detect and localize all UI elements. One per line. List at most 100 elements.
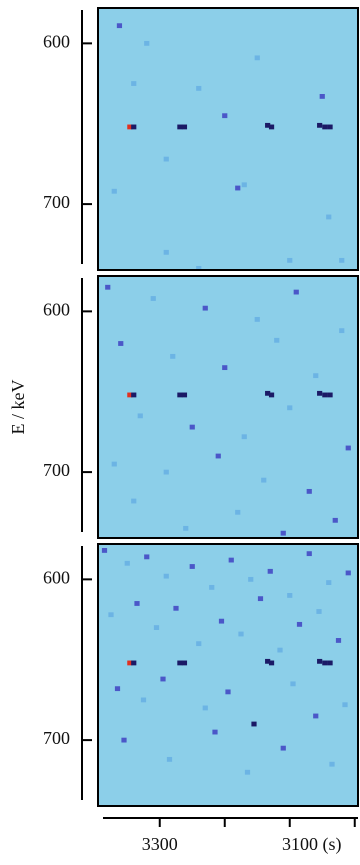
heatmap-cell [238, 631, 244, 637]
heatmap-cell [131, 498, 137, 504]
heatmap-cell [251, 721, 257, 727]
heatmap-cell [317, 658, 323, 664]
heatmap-cell [254, 316, 260, 322]
heatmap-cell [287, 405, 293, 411]
heatmap-cell [241, 434, 247, 440]
heatmap-cell [196, 85, 202, 91]
heatmap-cell [332, 517, 338, 523]
heatmap-cell [153, 625, 160, 630]
heatmap-cell [306, 488, 312, 494]
heatmap-cell [280, 745, 286, 751]
heatmap-cell [327, 124, 333, 130]
heatmap-cell [345, 445, 351, 451]
heatmap-cell [181, 660, 188, 666]
panel-frame [97, 7, 359, 271]
heatmap-background [98, 276, 358, 538]
heatmap-cell [189, 424, 195, 430]
heatmap-cell [222, 365, 228, 371]
heatmap-cell [196, 265, 202, 271]
heatmap-cell [322, 660, 328, 666]
heatmap-cell [257, 596, 264, 602]
heatmap-cell [327, 392, 333, 398]
heatmap-cell [319, 93, 325, 99]
heatmap-cell [268, 660, 275, 666]
heatmap-cell [163, 156, 169, 162]
heatmap-cell [267, 568, 273, 574]
heatmap-cell [235, 185, 241, 191]
heatmap-cell [177, 392, 183, 398]
heatmap-cell [317, 122, 323, 128]
heatmap-cell [326, 580, 332, 585]
heatmap-cell [235, 509, 241, 515]
heatmap-cell [127, 660, 133, 666]
y-tick-label: 600 [43, 299, 70, 319]
heatmap-cell [101, 548, 108, 553]
heatmap-cell [326, 214, 332, 220]
heatmap-cell [254, 55, 260, 61]
panel-frame [97, 543, 359, 807]
heatmap-cell [280, 530, 286, 536]
heatmap-cell [108, 612, 114, 618]
x-tick-label: 3300 [142, 834, 178, 854]
heatmap-cell [317, 390, 323, 396]
y-tick-label: 700 [43, 728, 70, 748]
heatmap-cell [202, 305, 208, 311]
heatmap-cell [114, 686, 121, 692]
heatmap-cell [163, 469, 169, 475]
heatmap-cell [339, 257, 345, 263]
heatmap-cell [313, 713, 319, 719]
heatmap-cell [160, 676, 166, 682]
heatmap-cell [313, 373, 319, 379]
heatmap-cell [111, 188, 117, 194]
heatmap-cell [248, 576, 254, 582]
heatmap-background [98, 8, 358, 270]
heatmap-cell [287, 593, 293, 598]
heatmap-cell [265, 390, 271, 396]
heatmap-cell [244, 769, 251, 775]
heatmap-cell [296, 621, 303, 627]
heatmap-cell [290, 681, 296, 687]
heatmap-cell [131, 660, 137, 666]
heatmap-cell [228, 557, 234, 563]
heatmap-cell [339, 328, 345, 334]
y-tick-label: 700 [43, 192, 70, 212]
heatmap-cell [218, 618, 225, 624]
heatmap-cell [177, 660, 183, 666]
heatmap-cell [277, 647, 283, 653]
heatmap-cell [222, 113, 228, 119]
heatmap-cell [127, 392, 133, 398]
heatmap-cell [335, 638, 342, 643]
heatmap-cell [287, 257, 293, 263]
heatmap-background [98, 544, 358, 806]
heatmap-cell [209, 584, 215, 590]
y-axis-label: E / keV [8, 380, 28, 435]
heatmap-cell [181, 124, 188, 130]
heatmap-cell [111, 461, 117, 467]
heatmap-cell [196, 641, 202, 647]
heatmap-cell [173, 605, 179, 611]
x-tick-label: 3100 (s) [282, 834, 342, 855]
heatmap-cell [150, 296, 156, 301]
y-tick-label: 600 [43, 31, 70, 51]
heatmap-cell [144, 554, 150, 560]
y-tick-label: 700 [43, 460, 70, 480]
heatmap-cell [265, 122, 271, 128]
heatmap-cell [322, 124, 328, 130]
heatmap-cell [170, 353, 176, 359]
heatmap-cell [183, 525, 189, 531]
heatmap-cell [322, 392, 328, 398]
heatmap-cell [116, 23, 123, 29]
heatmap-cell [268, 392, 275, 398]
heatmap-cell [215, 453, 221, 459]
heatmap-cell [202, 705, 208, 711]
heatmap-cell [166, 756, 173, 762]
heatmap-cell [144, 40, 150, 46]
heatmap-cell [124, 560, 130, 566]
heatmap-cell [177, 124, 183, 130]
heatmap-cell [137, 413, 143, 419]
heatmap-cell [327, 660, 333, 666]
heatmap-cell [134, 601, 140, 606]
heatmap-cell [345, 570, 351, 576]
panel-frame [97, 275, 359, 539]
